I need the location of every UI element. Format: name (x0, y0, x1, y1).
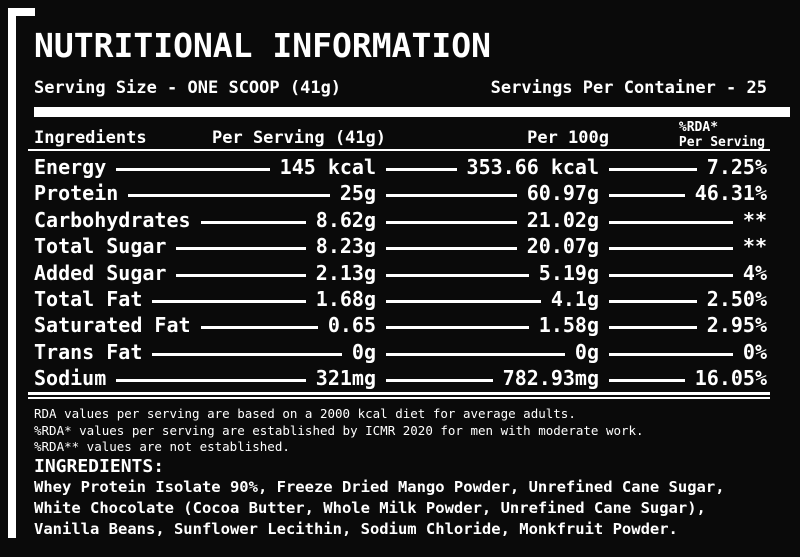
leader-line (34, 352, 767, 356)
leader-line (34, 168, 767, 171)
table-row: Trans Fat 0g 0g 0% (34, 338, 767, 366)
rda-value: 46.31% (684, 180, 767, 207)
per-100g-value: 60.97g (516, 180, 609, 207)
rda-value: 4% (732, 259, 767, 286)
leader-line (34, 379, 767, 383)
nutrient-name: Total Sugar (34, 233, 177, 260)
per-serving-value: 2.13g (305, 259, 386, 286)
header-rda-line2: Per Serving (678, 135, 765, 150)
per-serving-value: 321mg (305, 365, 386, 392)
per-serving-value: 8.23g (305, 233, 386, 260)
nutrition-table: Energy 145 kcal 353.66 kcal 7.25% Protei… (34, 154, 767, 392)
label-frame-left-bar (8, 8, 16, 538)
per-serving-value: 145 kcal (269, 154, 386, 181)
nutrient-name: Sodium (34, 365, 117, 392)
nutrient-name: Trans Fat (34, 338, 153, 366)
nutrient-name: Saturated Fat (34, 312, 201, 339)
per-serving-value: 8.62g (305, 206, 386, 234)
per-100g-value: 1.58g (528, 312, 609, 339)
table-bottom-double-rule (28, 392, 770, 399)
rda-note-3: %RDA** values are not established. (34, 439, 290, 454)
ingredients-list: Whey Protein Isolate 90%, Freeze Dried M… (34, 478, 725, 538)
rda-note-1: RDA values per serving are based on a 20… (34, 406, 576, 421)
rda-value: 0% (732, 338, 767, 366)
ingredients-heading: INGREDIENTS: (34, 456, 165, 477)
per-serving-value: 25g (329, 180, 386, 207)
table-header-row: Ingredients Per Serving (41g) Per 100g %… (34, 118, 767, 151)
label-frame-top-nub (8, 8, 35, 16)
per-100g-value: 20.07g (516, 233, 609, 260)
per-serving-value: 0g (341, 338, 386, 366)
table-row: Total Sugar 8.23g 20.07g ** (34, 233, 767, 260)
header-rda-per-serving: %RDA* Per Serving (679, 120, 765, 150)
header-per-serving: Per Serving (41g) (212, 128, 386, 148)
leader-line (34, 194, 767, 198)
rda-value: 2.95% (696, 312, 767, 339)
per-100g-value: 4.1g (540, 285, 609, 313)
rda-value: 2.50% (696, 285, 767, 313)
nutrient-name: Protein (34, 180, 129, 207)
per-100g-value: 353.66 kcal (456, 154, 609, 181)
leader-line (34, 247, 767, 251)
rda-notes: RDA values per serving are based on a 20… (34, 406, 644, 456)
per-100g-value: 0g (564, 338, 609, 366)
rda-note-2: %RDA* values per serving are established… (34, 422, 644, 438)
table-row: Sodium 321mg 782.93mg 16.05% (34, 365, 767, 392)
table-row: Saturated Fat 0.65 1.58g 2.95% (34, 312, 767, 339)
per-serving-value: 1.68g (305, 285, 386, 313)
table-row: Total Fat 1.68g 4.1g 2.50% (34, 285, 767, 313)
header-rda-line1: %RDA* (678, 120, 719, 135)
per-serving-value: 0.65 (317, 312, 386, 339)
serving-info-row: Serving Size - ONE SCOOP (41g) Servings … (34, 78, 767, 98)
nutrient-name: Energy (34, 154, 117, 181)
rda-value: 7.25% (696, 154, 767, 181)
per-100g-value: 21.02g (516, 206, 609, 234)
leader-line (34, 326, 767, 330)
leader-line (34, 220, 767, 224)
rda-value: ** (732, 233, 767, 260)
servings-per-container-label: Servings Per Container - 25 (490, 78, 767, 98)
header-rule (28, 149, 770, 151)
separator-thick-bar (34, 107, 790, 117)
table-row: Carbohydrates 8.62g 21.02g ** (34, 206, 767, 234)
table-row: Added Sugar 2.13g 5.19g 4% (34, 259, 767, 286)
table-row: Energy 145 kcal 353.66 kcal 7.25% (34, 154, 767, 181)
rda-value: 16.05% (684, 365, 767, 392)
table-row: Protein 25g 60.97g 46.31% (34, 180, 767, 207)
header-ingredients: Ingredients (34, 128, 147, 148)
per-100g-value: 782.93mg (492, 365, 609, 392)
leader-line (34, 299, 767, 303)
header-per-100g: Per 100g (527, 128, 609, 148)
nutrient-name: Added Sugar (34, 259, 177, 286)
page-title: NUTRITIONAL INFORMATION (34, 26, 491, 65)
per-100g-value: 5.19g (528, 259, 609, 286)
rda-value: ** (732, 206, 767, 234)
serving-size-label: Serving Size - ONE SCOOP (41g) (34, 78, 342, 98)
nutrient-name: Total Fat (34, 285, 153, 313)
nutrient-name: Carbohydrates (34, 206, 201, 234)
leader-line (34, 273, 767, 277)
